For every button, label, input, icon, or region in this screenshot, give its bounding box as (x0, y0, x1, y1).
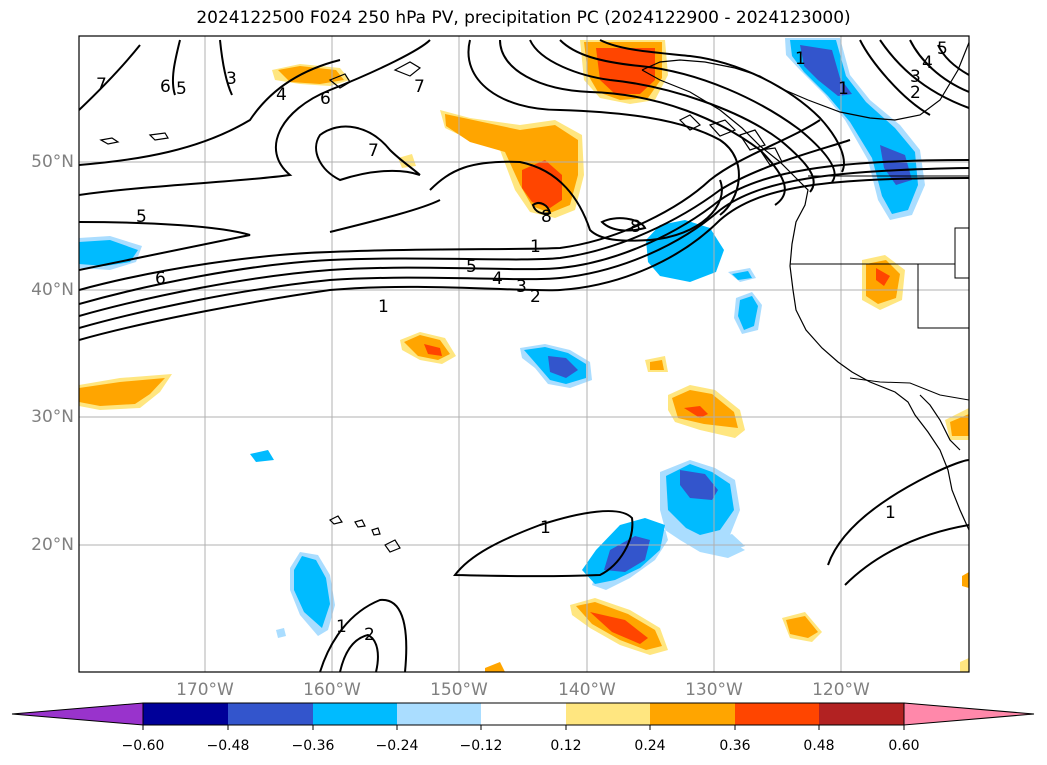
colorbar-bin (819, 703, 904, 725)
colorbar-tick-label: 0.24 (634, 738, 666, 754)
pv-contour-label: 2 (364, 625, 375, 645)
pv-contour-label: 8 (630, 217, 641, 237)
pv-contour-label: 6 (155, 269, 166, 289)
precip-positive (79, 40, 969, 672)
map-title: 2024122500 F024 250 hPa PV, precipitatio… (196, 8, 851, 28)
colorbar-tick-label: −0.48 (206, 738, 250, 754)
lon-label-130w: 130°W (685, 680, 743, 700)
pv-contour-label: 3 (226, 69, 237, 89)
pv-contour-label: 2 (530, 287, 541, 307)
lat-label-20n: 20°N (31, 535, 74, 555)
pv-contour-label: 5 (937, 39, 948, 59)
map-plot-area: 7 6 5 3 4 6 7 1 5 6 7 5 4 3 2 1 1 1 1 2 … (79, 36, 969, 672)
pv-contour-label: 7 (368, 141, 379, 161)
lon-label-120w: 120°W (812, 680, 870, 700)
pv-contour-label: 1 (378, 297, 389, 317)
colorbar-tick-label: −0.36 (291, 738, 335, 754)
colorbar-bin (650, 703, 735, 725)
map-frame (78, 35, 970, 673)
pv-contour-label: 7 (414, 77, 425, 97)
lon-label-170w: 170°W (176, 680, 234, 700)
pv-contour-label: 7 (96, 75, 107, 95)
colorbar-tick-label: 0.60 (888, 738, 920, 754)
pv-contour-label: 1 (795, 49, 806, 69)
pv-contour-label: 4 (492, 269, 503, 289)
colorbar-bin (143, 703, 228, 725)
lat-label-40n: 40°N (31, 280, 74, 300)
lon-label-160w: 160°W (303, 680, 361, 700)
pv-contour-label: 1 (838, 79, 849, 99)
pv-contour-label: 1 (540, 518, 551, 538)
pv-contour-label: 1 (336, 617, 347, 637)
colorbar (11, 702, 1035, 730)
colorbar-over-arrow (903, 702, 1035, 726)
pv-contour-label: 4 (922, 53, 933, 73)
colorbar-tick-label: 0.12 (550, 738, 582, 754)
colorbar-bin (566, 703, 650, 725)
colorbar-bin (481, 703, 566, 725)
pv-contour-label: 8 (541, 207, 552, 227)
pv-contour-label: 6 (320, 89, 331, 109)
pv-contour-label: 5 (136, 207, 147, 227)
pv-contours (79, 39, 969, 672)
colorbar-tick-label: −0.24 (375, 738, 419, 754)
colorbar-bin (735, 703, 819, 725)
lat-label-50n: 50°N (31, 152, 74, 172)
borders (790, 175, 969, 401)
pv-contour-label: 6 (160, 77, 171, 97)
graticule (79, 36, 969, 672)
colorbar-tick-label: 0.36 (719, 738, 751, 754)
pv-contour-label: 3 (516, 277, 527, 297)
coastlines (99, 40, 969, 553)
pv-contour-label: 1 (530, 237, 541, 257)
lat-label-30n: 30°N (31, 407, 74, 427)
pv-contour-label: 1 (885, 503, 896, 523)
lon-label-150w: 150°W (430, 680, 488, 700)
pv-contour-label: 4 (276, 85, 287, 105)
lon-label-140w: 140°W (558, 680, 616, 700)
colorbar-tick-label: −0.60 (121, 738, 165, 754)
colorbar-under-arrow (11, 702, 144, 726)
contour-label-group: 7 6 5 3 4 6 7 1 5 6 7 5 4 3 2 1 1 1 1 2 … (96, 39, 948, 645)
colorbar-bin (228, 703, 313, 725)
pv-contour-label: 5 (176, 79, 187, 99)
colorbar-bin (397, 703, 481, 725)
pv-contour-label: 2 (910, 83, 921, 103)
colorbar-tick-label: 0.48 (803, 738, 835, 754)
pv-contour-label: 5 (466, 257, 477, 277)
colorbar-bin (313, 703, 397, 725)
pv-contour-label: 3 (910, 67, 921, 87)
colorbar-tick-label: −0.12 (459, 738, 503, 754)
